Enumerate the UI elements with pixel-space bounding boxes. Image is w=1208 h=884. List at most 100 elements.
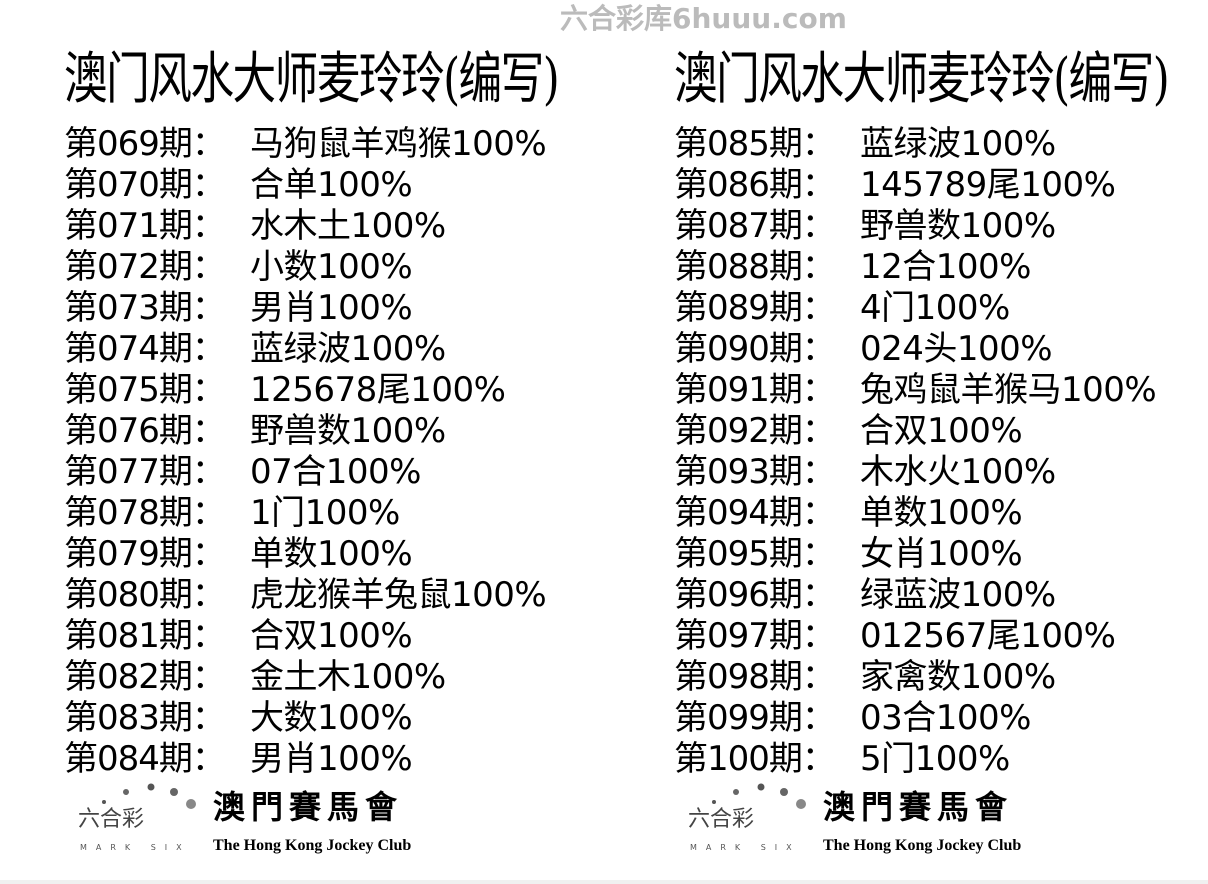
prediction-value: 男肖100%	[250, 288, 413, 328]
prediction-value: 金土木100%	[250, 657, 446, 697]
mark-six-dots-icon	[102, 783, 196, 809]
list-item: 第100期： 5门100%	[674, 739, 1208, 780]
mark-six-dots-icon	[712, 783, 806, 809]
list-item: 第094期： 单数100%	[674, 493, 1208, 534]
list-item: 第069期： 马狗鼠羊鸡猴100%	[64, 124, 624, 165]
issue-label: 第081期：	[64, 616, 226, 656]
club-name-en: The Hong Kong Jockey Club	[213, 837, 412, 854]
issue-label: 第093期：	[674, 452, 836, 492]
prediction-value: 145789尾100%	[860, 165, 1116, 205]
prediction-value: 兔鸡鼠羊猴马100%	[860, 370, 1157, 410]
issue-label: 第082期：	[64, 657, 226, 697]
issue-label: 第099期：	[674, 698, 836, 738]
prediction-value: 绿蓝波100%	[860, 575, 1056, 615]
column-title: 澳门风水大师麦玲玲(编写)	[64, 47, 560, 112]
issue-label: 第072期：	[64, 247, 226, 287]
prediction-value: 012567尾100%	[860, 616, 1116, 656]
issue-label: 第085期：	[674, 124, 836, 164]
issue-label: 第074期：	[64, 329, 226, 369]
prediction-value: 125678尾100%	[250, 370, 506, 410]
issue-label: 第089期：	[674, 288, 836, 328]
prediction-value: 女肖100%	[860, 534, 1023, 574]
mark-six-en: MARK SIX	[80, 843, 191, 852]
issue-label: 第094期：	[674, 493, 836, 533]
issue-label: 第090期：	[674, 329, 836, 369]
bottom-border	[0, 880, 1208, 884]
list-item: 第088期： 12合100%	[674, 247, 1208, 288]
issue-label: 第077期：	[64, 452, 226, 492]
issue-label: 第096期：	[674, 575, 836, 615]
issue-label: 第078期：	[64, 493, 226, 533]
prediction-list: 第085期： 蓝绿波100% 第086期： 145789尾100% 第087期： 野兽数1…	[674, 124, 1208, 780]
prediction-value: 水木土100%	[250, 206, 446, 246]
list-item: 第081期： 合双100%	[64, 616, 624, 657]
list-item: 第089期： 4门100%	[674, 288, 1208, 329]
prediction-value: 野兽数100%	[860, 206, 1056, 246]
prediction-value: 蓝绿波100%	[250, 329, 446, 369]
issue-label: 第070期：	[64, 165, 226, 205]
prediction-value: 小数100%	[250, 247, 413, 287]
list-item: 第093期： 木水火100%	[674, 452, 1208, 493]
prediction-value: 024头100%	[860, 329, 1053, 369]
prediction-value: 大数100%	[250, 698, 413, 738]
prediction-value: 07合100%	[250, 452, 421, 492]
issue-label: 第088期：	[674, 247, 836, 287]
prediction-value: 单数100%	[250, 534, 413, 574]
list-item: 第085期： 蓝绿波100%	[674, 124, 1208, 165]
list-item: 第098期： 家禽数100%	[674, 657, 1208, 698]
list-item: 第070期： 合单100%	[64, 165, 624, 206]
prediction-value: 12合100%	[860, 247, 1031, 287]
mark-six-cn: 六合彩	[688, 807, 755, 832]
issue-label: 第095期：	[674, 534, 836, 574]
jockey-club-logo: 六合彩 MARK SIX 澳門賽馬會 The Hong Kong Jockey …	[688, 783, 1118, 868]
list-item: 第075期： 125678尾100%	[64, 370, 624, 411]
prediction-value: 木水火100%	[860, 452, 1056, 492]
list-item: 第096期： 绿蓝波100%	[674, 575, 1208, 616]
jockey-club-logo: 六合彩 MARK SIX 澳門賽馬會 The Hong Kong Jockey …	[78, 783, 508, 868]
list-item: 第080期： 虎龙猴羊兔鼠100%	[64, 575, 624, 616]
prediction-value: 4门100%	[860, 288, 1010, 328]
prediction-value: 03合100%	[860, 698, 1031, 738]
prediction-value: 1门100%	[250, 493, 400, 533]
list-item: 第073期： 男肖100%	[64, 288, 624, 329]
list-item: 第076期： 野兽数100%	[64, 411, 624, 452]
prediction-value: 单数100%	[860, 493, 1023, 533]
issue-label: 第086期：	[674, 165, 836, 205]
issue-label: 第083期：	[64, 698, 226, 738]
prediction-list: 第069期： 马狗鼠羊鸡猴100% 第070期： 合单100% 第071期： 水木土100…	[64, 124, 624, 780]
prediction-value: 虎龙猴羊兔鼠100%	[250, 575, 547, 615]
list-item: 第083期： 大数100%	[64, 698, 624, 739]
issue-label: 第098期：	[674, 657, 836, 697]
right-column: 澳门风水大师麦玲玲(编写) 第085期： 蓝绿波100% 第086期： 145789尾…	[674, 40, 1208, 780]
prediction-value: 合单100%	[250, 165, 413, 205]
issue-label: 第092期：	[674, 411, 836, 451]
mark-six-en: MARK SIX	[690, 843, 801, 852]
club-name-en: The Hong Kong Jockey Club	[823, 837, 1022, 854]
list-item: 第091期： 兔鸡鼠羊猴马100%	[674, 370, 1208, 411]
list-item: 第071期： 水木土100%	[64, 206, 624, 247]
prediction-value: 合双100%	[250, 616, 413, 656]
list-item: 第086期： 145789尾100%	[674, 165, 1208, 206]
issue-label: 第069期：	[64, 124, 226, 164]
issue-label: 第075期：	[64, 370, 226, 410]
issue-label: 第080期：	[64, 575, 226, 615]
list-item: 第082期： 金土木100%	[64, 657, 624, 698]
prediction-value: 5门100%	[860, 739, 1010, 779]
list-item: 第077期： 07合100%	[64, 452, 624, 493]
prediction-value: 马狗鼠羊鸡猴100%	[250, 124, 547, 164]
club-name-cn: 澳門賽馬會	[823, 788, 1014, 826]
issue-label: 第073期：	[64, 288, 226, 328]
issue-label: 第100期：	[674, 739, 836, 779]
issue-label: 第079期：	[64, 534, 226, 574]
list-item: 第084期： 男肖100%	[64, 739, 624, 780]
list-item: 第079期： 单数100%	[64, 534, 624, 575]
prediction-value: 男肖100%	[250, 739, 413, 779]
prediction-value: 蓝绿波100%	[860, 124, 1056, 164]
issue-label: 第091期：	[674, 370, 836, 410]
club-name-cn: 澳門賽馬會	[213, 788, 404, 826]
issue-label: 第076期：	[64, 411, 226, 451]
list-item: 第097期： 012567尾100%	[674, 616, 1208, 657]
left-column: 澳门风水大师麦玲玲(编写) 第069期： 马狗鼠羊鸡猴100% 第070期： 合单10…	[64, 40, 624, 780]
list-item: 第099期： 03合100%	[674, 698, 1208, 739]
list-item: 第074期： 蓝绿波100%	[64, 329, 624, 370]
